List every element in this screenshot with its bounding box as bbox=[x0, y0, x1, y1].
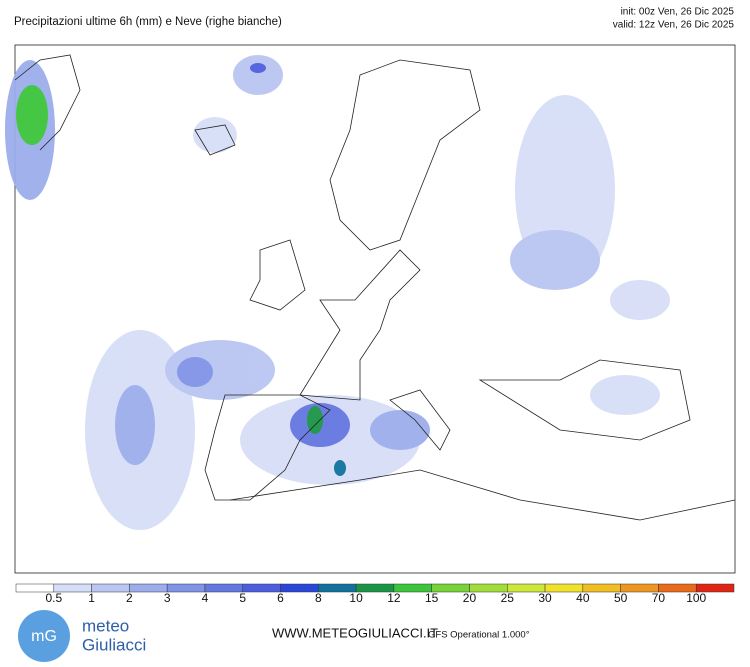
legend-swatch bbox=[242, 583, 281, 593]
precipitation bbox=[5, 55, 670, 530]
logo-bottom: Giuliacci bbox=[82, 635, 146, 654]
legend-swatch bbox=[695, 583, 735, 593]
logo: mG meteo Giuliacci bbox=[18, 610, 146, 662]
site-url: WWW.METEOGIULIACCI.IT bbox=[272, 625, 438, 640]
legend-swatch bbox=[91, 583, 130, 593]
color-legend: 0.5 1 2 3 4 5 6 8 10 12 15 20 25 30 40 50 70 100 bbox=[15, 583, 735, 605]
model-name: GFS Operational 1.000° bbox=[428, 630, 530, 641]
legend-tick-label: 2 bbox=[126, 591, 133, 605]
legend-tick-label: 5 bbox=[239, 591, 246, 605]
legend-swatch bbox=[280, 583, 319, 593]
legend-tick-label: 6 bbox=[277, 591, 284, 605]
legend-tick-label: 3 bbox=[164, 591, 171, 605]
legend-tick-label: 15 bbox=[425, 591, 439, 605]
legend-swatch bbox=[166, 583, 206, 593]
legend-tick-label: 8 bbox=[315, 591, 322, 605]
legend-tick-label: 20 bbox=[463, 591, 477, 605]
coastlines bbox=[14, 54, 736, 521]
init-time: init: 00z Ven, 26 Dic 2025 bbox=[621, 7, 735, 18]
title: Precipitazioni ultime 6h (mm) e Neve (ri… bbox=[14, 16, 282, 28]
legend-tick-label: 12 bbox=[387, 591, 401, 605]
logo-initials: mG bbox=[31, 628, 57, 645]
map bbox=[5, 44, 736, 574]
legend-tick-label: 4 bbox=[202, 591, 209, 605]
legend-tick-label: 50 bbox=[614, 591, 628, 605]
legend-tick-label: 25 bbox=[501, 591, 515, 605]
legend-swatch bbox=[204, 583, 243, 593]
legend-swatch bbox=[129, 583, 168, 593]
logo-top: meteo bbox=[82, 616, 129, 635]
legend-tick-label: 1 bbox=[88, 591, 95, 605]
legend-tick-label: 70 bbox=[652, 591, 666, 605]
legend-tick-label: 10 bbox=[349, 591, 363, 605]
legend-tick-label: 40 bbox=[576, 591, 590, 605]
logo-mark bbox=[18, 610, 70, 662]
legend-tick-label: 30 bbox=[538, 591, 552, 605]
valid-time: valid: 12z Ven, 26 Dic 2025 bbox=[613, 20, 735, 31]
legend-tick-label: 100 bbox=[686, 591, 706, 605]
legend-tick-label: 0.5 bbox=[45, 591, 62, 605]
